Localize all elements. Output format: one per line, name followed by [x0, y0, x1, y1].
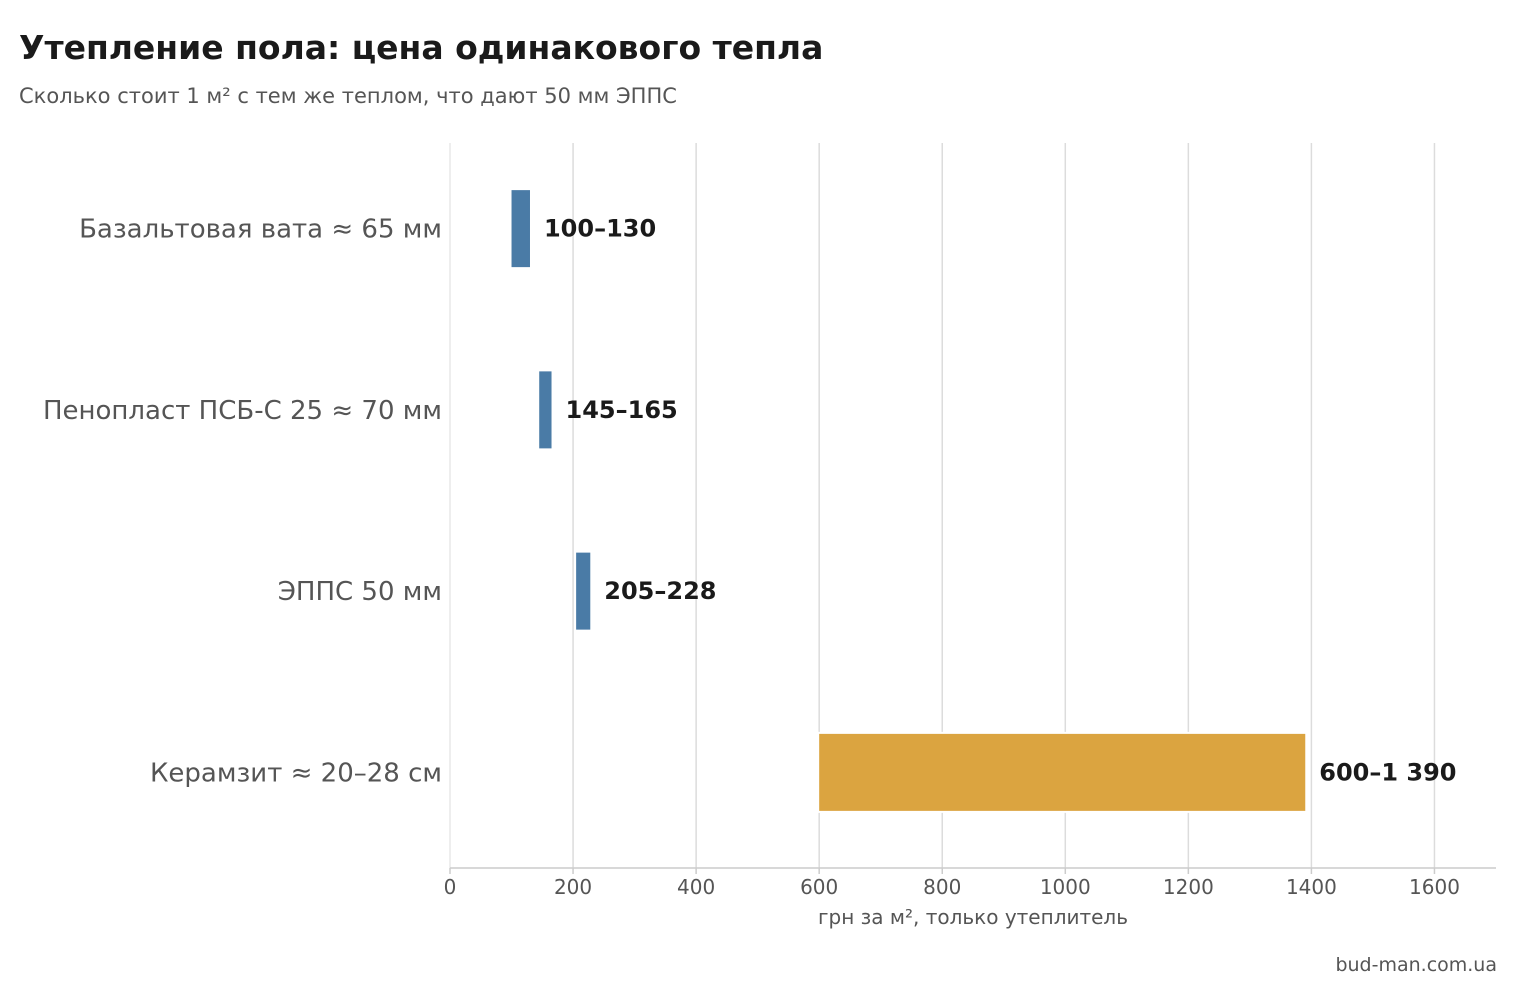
- chart-subtitle: Сколько стоит 1 м² с тем же теплом, что …: [19, 84, 677, 108]
- bars-group: [509, 188, 1308, 813]
- range-bar: [539, 371, 552, 449]
- category-label: Пенопласт ПСБ-С 25 ≈ 70 мм: [43, 396, 442, 426]
- bar-value-label: 145–165: [566, 396, 678, 424]
- x-tick-label: 1600: [1409, 875, 1460, 899]
- category-label: Базальтовая вата ≈ 65 мм: [79, 215, 442, 245]
- x-tick-label: 1400: [1286, 875, 1337, 899]
- bar-value-label: 600–1 390: [1319, 758, 1456, 786]
- bar-value-label: 205–228: [604, 577, 716, 605]
- data-labels: 100–130 145–165 205–228 600–1 390: [544, 215, 1457, 787]
- chart-title: Утепление пола: цена одинакового тепла: [19, 28, 824, 67]
- range-bar: [511, 190, 530, 268]
- x-tick-label: 800: [923, 875, 961, 899]
- x-tick-label: 400: [677, 875, 715, 899]
- category-labels: Базальтовая вата ≈ 65 мм Пенопласт ПСБ-С …: [43, 215, 442, 789]
- x-axis: 0 200 400 600 800 1000 1200 1400 1600: [444, 143, 1496, 899]
- x-tick-label: 1200: [1163, 875, 1214, 899]
- range-bar: [819, 733, 1306, 811]
- category-label: Керамзит ≈ 20–28 см: [150, 758, 442, 788]
- range-bar: [576, 552, 591, 630]
- x-axis-title: грн за м², только утеплитель: [818, 905, 1128, 929]
- x-tick-label: 1000: [1040, 875, 1091, 899]
- source-credit: bud-man.com.ua: [1335, 954, 1497, 976]
- x-tick-label: 0: [444, 875, 457, 899]
- category-label: ЭППС 50 мм: [278, 577, 442, 607]
- bar-value-label: 100–130: [544, 215, 656, 243]
- x-tick-label: 200: [554, 875, 592, 899]
- x-tick-label: 600: [800, 875, 838, 899]
